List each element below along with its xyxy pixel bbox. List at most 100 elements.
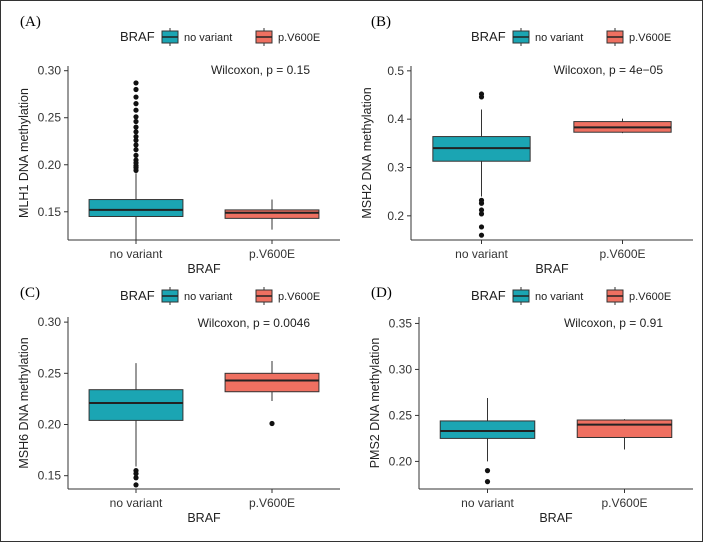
legend-label-1: no variant xyxy=(535,291,583,303)
y-axis-title: MSH6 DNA methylation xyxy=(17,337,31,468)
y-tick-label: 0.5 xyxy=(387,64,404,78)
outlier-point xyxy=(484,468,491,474)
panels: (A)BRAF no variant p.V600E0.150.200.250.30… xyxy=(17,14,693,525)
y-tick-label: 0.30 xyxy=(389,362,413,376)
boxplot-no-variant xyxy=(88,80,184,240)
boxplot-p-v600e xyxy=(224,199,320,230)
outlier-point xyxy=(133,482,139,488)
outlier-point xyxy=(133,101,139,107)
outlier-point xyxy=(133,471,139,477)
y-axis-title: MSH2 DNA methylation xyxy=(360,87,374,218)
panel-label: (A) xyxy=(20,14,41,30)
legend: BRAF no variant p.V600E xyxy=(471,287,671,305)
legend-key-1 xyxy=(161,28,179,46)
wilcoxon-annotation: Wilcoxon, p = 4e−05 xyxy=(554,63,664,77)
legend: BRAF no variant p.V600E xyxy=(120,28,320,46)
y-tick-label: 0.25 xyxy=(38,366,62,380)
legend-key-1 xyxy=(512,28,530,46)
x-tick-label: no variant xyxy=(455,247,508,261)
y-tick-label: 0.15 xyxy=(38,469,62,483)
outlier-point xyxy=(478,200,485,206)
panel-4: (D) BRAF no variant p.V600E 0.20 0.25 0.30 0.35… xyxy=(368,285,693,525)
x-tick-label: no variant xyxy=(110,247,163,261)
legend-key-1 xyxy=(161,287,179,305)
box-iqr xyxy=(88,389,184,421)
outlier-point xyxy=(133,133,139,140)
boxplot-no-variant xyxy=(432,91,531,238)
legend-label-2: p.V600E xyxy=(278,32,320,44)
legend-title: BRAF xyxy=(120,29,155,44)
legend-title: BRAF xyxy=(471,29,506,44)
outlier-point xyxy=(133,129,139,135)
outlier-point xyxy=(133,94,139,100)
legend-key-1 xyxy=(512,287,530,305)
outlier-point xyxy=(484,479,491,485)
y-tick-label: 0.35 xyxy=(389,316,413,330)
legend-title: BRAF xyxy=(471,288,506,303)
y-tick-label: 0.15 xyxy=(38,205,62,219)
panel-2: (B) BRAF no variant p.V600E 0.2 0.3 0.4 0.5 no v… xyxy=(360,14,693,276)
legend-key-2 xyxy=(255,287,273,305)
panel-label: (C) xyxy=(20,285,40,301)
legend-label-1: no variant xyxy=(184,291,232,303)
outlier-point xyxy=(133,167,139,173)
box-iqr xyxy=(224,209,320,219)
legend-label-2: p.V600E xyxy=(629,291,671,303)
outlier-point xyxy=(478,224,485,230)
outlier-point xyxy=(269,420,275,427)
y-tick-label: 0.2 xyxy=(387,209,404,223)
box-iqr xyxy=(224,372,320,393)
legend: BRAF no variant p.V600E xyxy=(471,28,671,46)
x-axis-title: BRAF xyxy=(539,511,573,525)
boxplot-p-v600e xyxy=(576,419,673,450)
x-tick-label: no variant xyxy=(110,496,163,510)
panel-label: (B) xyxy=(371,14,391,30)
wilcoxon-annotation: Wilcoxon, p = 0.15 xyxy=(211,63,310,77)
legend-title: BRAF xyxy=(120,288,155,303)
outlier-point xyxy=(133,124,139,130)
outlier-point xyxy=(478,94,485,100)
boxplot-p-v600e xyxy=(573,118,672,134)
boxplot-no-variant xyxy=(439,397,536,485)
wilcoxon-annotation: Wilcoxon, p = 0.91 xyxy=(564,316,663,330)
y-tick-label: 0.30 xyxy=(38,315,62,329)
legend-key-2 xyxy=(255,28,273,46)
y-tick-label: 0.20 xyxy=(38,158,62,172)
outlier-point xyxy=(133,142,139,148)
outlier-point xyxy=(133,86,139,93)
box-iqr xyxy=(439,420,536,439)
y-tick-label: 0.25 xyxy=(389,408,413,422)
legend-label-2: p.V600E xyxy=(278,291,320,303)
outlier-point xyxy=(133,80,139,86)
outlier-point xyxy=(133,118,139,125)
y-tick-label: 0.20 xyxy=(389,454,413,468)
y-tick-label: 0.4 xyxy=(387,112,404,126)
outlier-point xyxy=(133,137,139,143)
x-tick-label: no variant xyxy=(461,496,514,510)
box-iqr xyxy=(576,419,673,438)
x-tick-label: p.V600E xyxy=(601,496,647,510)
legend-key-2 xyxy=(606,287,624,305)
legend-label-1: no variant xyxy=(535,32,583,44)
legend-label-2: p.V600E xyxy=(629,32,671,44)
y-tick-label: 0.3 xyxy=(387,161,404,175)
outlier-point xyxy=(478,232,485,238)
y-axis-title: PMS2 DNA methylation xyxy=(368,338,382,469)
x-tick-label: p.V600E xyxy=(249,247,295,261)
wilcoxon-annotation: Wilcoxon, p = 0.0046 xyxy=(198,316,311,330)
x-axis-title: BRAF xyxy=(187,262,221,276)
x-tick-label: p.V600E xyxy=(249,496,295,510)
outlier-point xyxy=(478,207,485,213)
y-tick-label: 0.30 xyxy=(38,64,62,78)
outlier-point xyxy=(133,114,139,120)
outlier-point xyxy=(133,475,139,481)
x-axis-title: BRAF xyxy=(535,262,569,276)
outlier-point xyxy=(133,107,139,113)
outlier-point xyxy=(133,147,139,153)
outlier-point xyxy=(133,152,139,158)
y-axis-title: MLH1 DNA methylation xyxy=(17,88,31,218)
legend-key-2 xyxy=(606,28,624,46)
